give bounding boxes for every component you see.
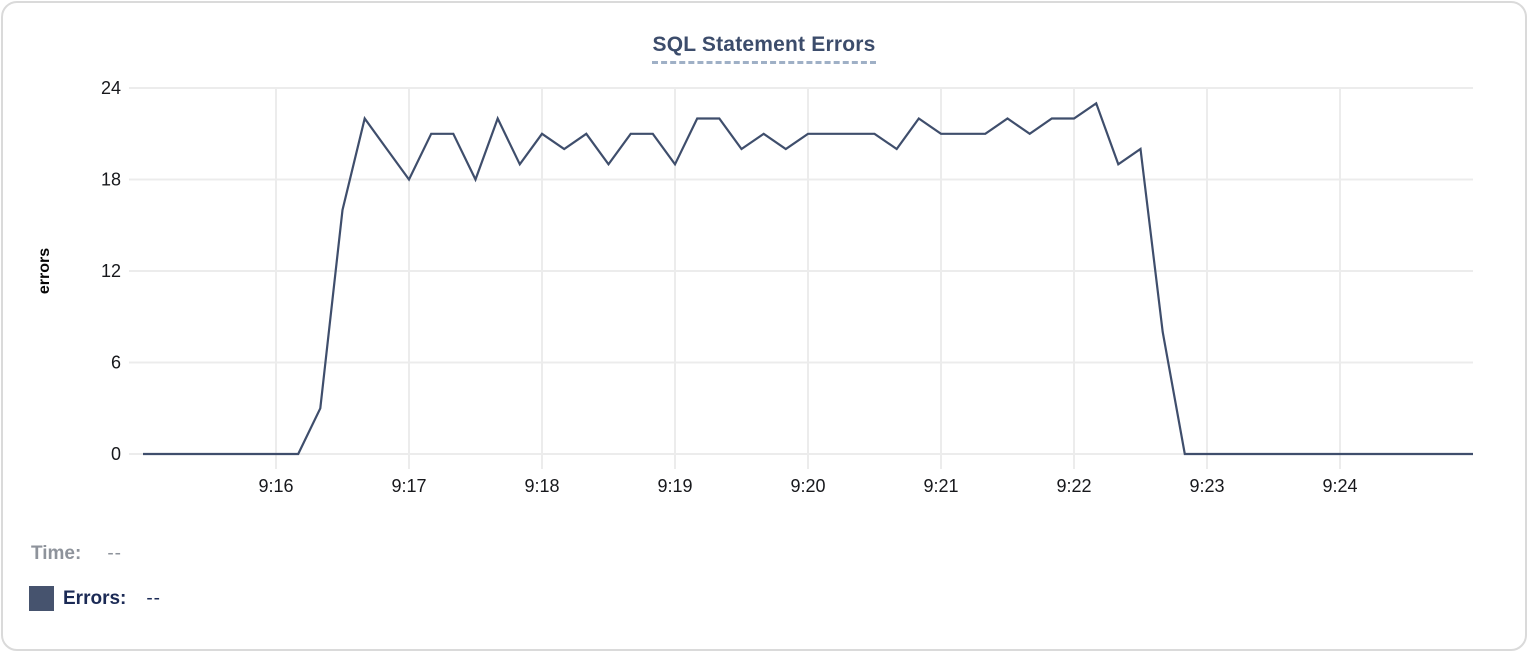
tooltip-errors-row: Errors: -- <box>29 586 161 611</box>
y-tick-label: 24 <box>101 78 121 98</box>
errors-chart-plot[interactable]: 0 6 12 18 24 9:16 9:17 9:18 9:19 9:20 9:21 9:22 9:2… <box>3 3 1527 513</box>
chart-title-row: SQL Statement Errors <box>3 33 1525 64</box>
x-tick-label: 9:16 <box>258 476 293 496</box>
errors-legend-swatch <box>29 586 54 611</box>
vertical-gridlines <box>275 88 1341 469</box>
horizontal-gridlines <box>129 87 1473 455</box>
tooltip-time-label: Time: <box>31 543 82 564</box>
y-axis-tick-labels: 0 6 12 18 24 <box>101 78 121 464</box>
x-tick-label: 9:22 <box>1056 476 1091 496</box>
tooltip-errors-label: Errors: <box>63 587 127 609</box>
y-axis-title: errors <box>36 248 53 294</box>
x-axis-tick-labels: 9:16 9:17 9:18 9:19 9:20 9:21 9:22 9:23 9:24 <box>258 476 1357 496</box>
x-tick-label: 9:18 <box>524 476 559 496</box>
x-tick-label: 9:24 <box>1322 476 1357 496</box>
x-tick-label: 9:23 <box>1189 476 1224 496</box>
errors-series-line[interactable] <box>143 101 1473 456</box>
y-tick-label: 12 <box>101 261 121 281</box>
x-tick-label: 9:20 <box>790 476 825 496</box>
y-tick-label: 0 <box>111 444 121 464</box>
tooltip-time-value: -- <box>107 543 122 564</box>
y-tick-label: 6 <box>111 353 121 373</box>
tooltip-time-row: Time: -- <box>31 543 122 565</box>
x-tick-label: 9:17 <box>391 476 426 496</box>
x-tick-label: 9:19 <box>657 476 692 496</box>
y-tick-label: 18 <box>101 170 121 190</box>
x-tick-label: 9:21 <box>923 476 958 496</box>
chart-title[interactable]: SQL Statement Errors <box>652 33 876 64</box>
tooltip-errors-value: -- <box>146 587 162 609</box>
